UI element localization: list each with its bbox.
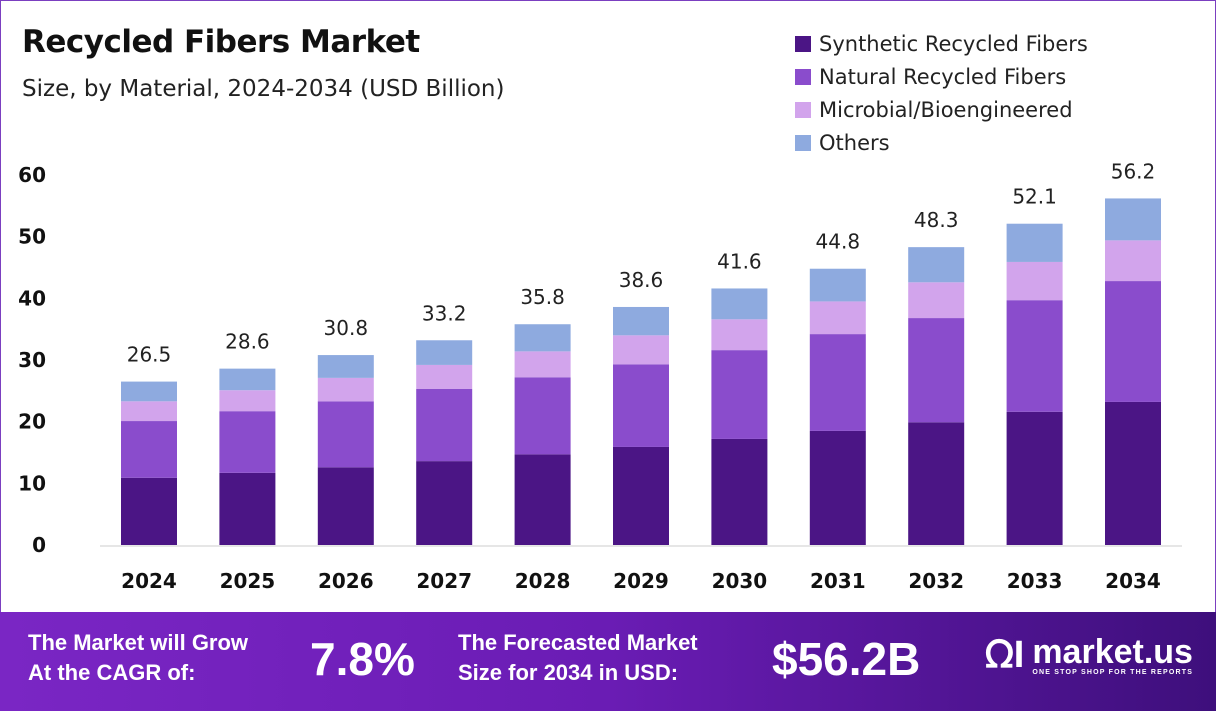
bar-segment	[219, 472, 276, 545]
x-tick-label: 2027	[416, 569, 472, 593]
bar-segment	[416, 364, 473, 389]
bar-segment	[514, 324, 571, 352]
legend-swatch	[795, 68, 811, 85]
bar-segment	[908, 247, 965, 283]
legend-item: Microbial/Bioengineered	[795, 93, 1088, 126]
cagr-value: 7.8%	[310, 633, 415, 685]
total-label: 28.6	[225, 330, 270, 354]
logo-name: market.us	[1032, 633, 1193, 671]
bar-segment	[613, 306, 669, 336]
bar-segment	[121, 421, 177, 478]
bar-segment	[1105, 198, 1161, 241]
bar-segment	[1105, 281, 1161, 402]
x-tick-label: 2024	[121, 569, 177, 593]
bar-segment	[121, 477, 177, 545]
bar-segment	[1006, 300, 1063, 412]
bar-segment	[711, 288, 768, 320]
bar-segment	[416, 340, 473, 365]
forecast-value: $56.2B	[772, 633, 921, 685]
total-label: 56.2	[1111, 159, 1156, 183]
total-label: 26.5	[127, 343, 172, 367]
legend-item: Natural Recycled Fibers	[795, 60, 1088, 93]
total-label: 52.1	[1012, 185, 1057, 209]
bar-segment	[514, 377, 571, 455]
x-tick-label: 2031	[810, 569, 866, 593]
legend: Synthetic Recycled Fibers Natural Recycle…	[795, 27, 1088, 159]
bar-segment	[1006, 223, 1063, 262]
chart-title: Recycled Fibers Market	[22, 24, 420, 60]
x-tick-label: 2034	[1105, 569, 1161, 593]
bar-segment	[416, 388, 473, 462]
cagr-label: The Market will Grow At the CAGR of:	[28, 630, 249, 685]
bar-segment	[1105, 240, 1161, 282]
total-label: 41.6	[717, 249, 762, 273]
y-tick-label: 20	[18, 410, 46, 434]
total-label: 30.8	[324, 316, 369, 340]
bar-segment	[809, 268, 866, 302]
legend-swatch	[795, 134, 811, 151]
bar-segment	[908, 318, 965, 423]
total-label: 38.6	[619, 268, 664, 292]
logo-icon: ᘯI	[985, 634, 1025, 676]
legend-label: Microbial/Bioengineered	[819, 97, 1073, 122]
legend-label: Natural Recycled Fibers	[819, 64, 1067, 89]
bar-segment	[809, 334, 866, 431]
legend-label: Synthetic Recycled Fibers	[819, 31, 1088, 56]
bar-segment	[121, 381, 177, 402]
y-tick-label: 60	[18, 163, 46, 187]
market-us-logo: ᘯI market.us ONE STOP SHOP FOR THE REPOR…	[985, 634, 1193, 677]
bar-segment	[613, 364, 669, 447]
x-tick-label: 2025	[220, 569, 276, 593]
bar-segment	[1105, 401, 1161, 545]
bar-segment	[613, 446, 669, 545]
y-tick-label: 30	[18, 348, 46, 372]
y-tick-label: 10	[18, 471, 46, 495]
bar-segment	[219, 390, 276, 412]
x-tick-label: 2032	[908, 569, 964, 593]
bar-segment	[908, 282, 965, 319]
bar-segment	[317, 401, 374, 468]
total-label: 35.8	[520, 285, 565, 309]
y-tick-label: 50	[18, 225, 46, 249]
footer-banner: The Market will Grow At the CAGR of: 7.8…	[0, 612, 1216, 711]
legend-item: Synthetic Recycled Fibers	[795, 27, 1088, 60]
bar-segment	[711, 319, 768, 351]
total-label: 48.3	[914, 208, 959, 232]
bar-segment	[219, 368, 276, 391]
forecast-label: The Forecasted Market Size for 2034 in U…	[458, 630, 698, 685]
bar-segment	[121, 401, 177, 422]
total-label: 44.8	[816, 230, 861, 254]
bar-segment	[809, 430, 866, 545]
total-label: 33.2	[422, 301, 467, 325]
x-tick-label: 2028	[515, 569, 571, 593]
bar-segment	[317, 355, 374, 378]
bar-segment	[317, 467, 374, 545]
bar-segment	[1006, 411, 1063, 545]
bar-segment	[908, 422, 965, 545]
legend-swatch	[795, 35, 811, 52]
bar-segment	[809, 301, 866, 335]
bar-segment	[514, 454, 571, 545]
legend-item: Others	[795, 126, 1088, 159]
bar-segment	[219, 411, 276, 473]
legend-swatch	[795, 101, 811, 118]
x-tick-label: 2030	[712, 569, 768, 593]
x-tick-label: 2033	[1007, 569, 1063, 593]
logo-tagline: ONE STOP SHOP FOR THE REPORTS	[1032, 669, 1194, 676]
bar-segment	[613, 335, 669, 365]
bar-segment	[711, 350, 768, 439]
x-tick-label: 2026	[318, 569, 374, 593]
bar-segment	[416, 461, 473, 545]
bar-segment	[317, 377, 374, 402]
stacked-bar-chart: 010203040506026.5202428.6202530.8202633.…	[18, 159, 1182, 593]
chart-subtitle: Size, by Material, 2024-2034 (USD Billio…	[22, 76, 505, 102]
bar-segment	[1006, 261, 1063, 301]
legend-label: Others	[819, 130, 890, 155]
bar-segment	[711, 438, 768, 545]
bar-segment	[514, 351, 571, 378]
y-tick-label: 40	[18, 286, 46, 310]
x-tick-label: 2029	[613, 569, 669, 593]
y-tick-label: 0	[32, 533, 46, 557]
